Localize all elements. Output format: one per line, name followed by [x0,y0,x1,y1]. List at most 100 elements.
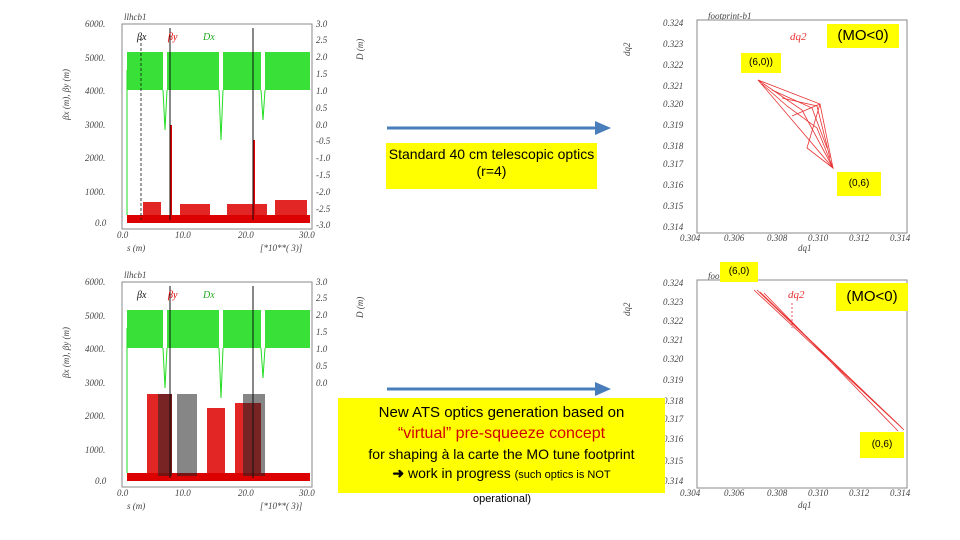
bottom-optics-beta-x [158,286,265,478]
bottom-optics-title: llhcb1 [124,270,147,280]
top-optics-ylabel-left: βx (m), βy (m) [61,69,71,121]
top-optics-dtick: -1.5 [316,170,331,180]
bottom-footprint-ytick: 0.314 [663,476,684,486]
top-optics-ytick: 3000. [84,120,105,130]
top-optics-ytick: 6000. [85,19,105,29]
top-optics-dispersion-band [126,52,310,215]
bottom-optics-svg: βx (m), βy (m) D (m) llhcb1 6000. 5000. … [61,270,365,511]
bottom-optics-ytick: 5000. [85,311,105,321]
bottom-footprint-xtick: 0.308 [767,488,788,498]
top-optics-ylabel-right: D (m) [355,39,365,61]
bottom-optics-ytick: 2000. [85,411,105,421]
top-optics-dtick: -1.0 [316,153,331,163]
bottom-optics-xtick: 30.0 [298,488,315,498]
top-footprint-ytick: 0.317 [663,159,684,169]
top-footprint-inner-label: dq2 [790,31,807,43]
top-optics-xunit: [*10**( 3)] [260,243,303,253]
top-footprint-plot: dq2 footprint-b1 0.324 0.323 0.322 0.321… [612,8,922,258]
top-footprint-xtick: 0.314 [890,233,911,243]
bottom-optics-ytick: 0.0 [95,476,107,486]
top-optics-plot: βx (m), βy (m) D (m) llhcb1 6000. 5000. … [55,10,375,260]
bottom-optics-legend-dx: Dx [202,290,215,301]
top-optics-xtick: 10.0 [175,230,191,240]
bottom-footprint-ytick: 0.322 [663,316,684,326]
top-footprint-ytick: 0.319 [663,120,684,130]
top-optics-ytick: 0.0 [95,218,107,228]
bottom-optics-xunit: [*10**( 3)] [260,501,303,511]
bottom-footprint-xtick: 0.306 [724,488,745,498]
top-optics-legend-betax: βx [136,32,147,43]
top-optics-legend-dx: Dx [202,32,215,43]
top-footprint-xtick: 0.306 [724,233,745,243]
top-footprint-ylabel: dq2 [622,42,632,56]
mo-callout-top: (MO<0) [827,24,899,48]
top-footprint-xtick: 0.304 [680,233,701,243]
ats-line-5: operational) [472,493,532,505]
top-footprint-ytick: 0.316 [663,180,684,190]
top-optics-beta-y [127,125,310,223]
top-footprint-ytick: 0.324 [663,18,684,28]
bottom-footprint-ytick: 0.323 [663,297,684,307]
top-footprint-ytick: 0.314 [663,222,684,232]
label-0-6-bottom: (0,6) [860,432,904,458]
bottom-optics-ylabel-right: D (m) [355,297,365,319]
bottom-optics-dtick: 2.0 [316,310,328,320]
label-6-0-top: (6,0)) [741,53,781,73]
top-optics-ytick: 1000. [85,187,105,197]
bottom-optics-ylabel-left: βx (m), βy (m) [61,327,71,379]
bottom-optics-dispersion-band [126,310,310,473]
arrow-right-icon: ➜ [392,464,405,481]
top-optics-dtick: 0.5 [316,103,328,113]
top-optics-legend-betay: βy [167,32,178,43]
bottom-optics-ytick: 4000. [85,344,105,354]
mo-callout-bottom: (MO<0) [836,283,908,311]
top-optics-xlabel: s (m) [127,243,145,253]
top-optics-dtick: -3.0 [316,220,331,230]
bottom-footprint-inner-label: dq2 [788,289,805,301]
top-footprint-xtick: 0.310 [808,233,829,243]
bottom-footprint-ylabel: dq2 [622,302,632,316]
top-footprint-xtick: 0.312 [849,233,870,243]
top-optics-ytick: 4000. [85,86,105,96]
bottom-arrow [387,382,611,396]
top-footprint-ytick: 0.315 [663,201,684,211]
label-6-0-bottom: (6,0) [720,262,758,282]
top-optics-svg: βx (m), βy (m) D (m) llhcb1 6000. 5000. … [61,12,365,253]
ats-line-1: New ATS optics generation based on [378,404,625,421]
top-arrow [387,121,611,135]
bottom-optics-dtick: 1.5 [316,327,328,337]
top-optics-dtick: 2.5 [316,35,328,45]
top-optics-dtick: -0.5 [316,136,331,146]
ats-line-4-small: (such optics is NOT [514,468,611,481]
bottom-footprint-ytick: 0.317 [663,414,684,424]
ats-line-4: ➜ work in progress (such optics is NOT [338,465,665,482]
bottom-optics-xtick: 20.0 [238,488,254,498]
bottom-optics-xlabel: s (m) [127,501,145,511]
top-optics-beta-x [140,28,254,220]
bottom-footprint-xlabel: dq1 [798,500,812,510]
bottom-footprint-mesh [753,289,905,432]
bottom-optics-dtick: 0.5 [316,361,328,371]
bottom-optics-legend-betax: βx [136,290,147,301]
top-optics-dtick: 1.0 [316,86,328,96]
bottom-optics-legend-betay: βy [167,290,178,301]
label-0-6-top: (0,6) [837,172,881,196]
standard-optics-callout: Standard 40 cm telescopic optics (r=4) [386,143,597,189]
top-footprint-title: footprint-b1 [708,11,752,21]
bottom-footprint-ytick: 0.321 [663,335,683,345]
top-footprint-xtick: 0.308 [767,233,788,243]
top-footprint-ytick: 0.318 [663,141,684,151]
top-footprint-frame [696,19,908,234]
ats-line-2: “virtual” pre-squeeze concept [397,425,606,442]
top-optics-xtick: 0.0 [117,230,129,240]
top-footprint-svg: dq2 footprint-b1 0.324 0.323 0.322 0.321… [622,11,911,253]
bottom-optics-dtick: 0.0 [316,378,328,388]
bottom-optics-xtick: 10.0 [175,488,191,498]
bottom-footprint-xtick: 0.312 [849,488,870,498]
top-footprint-mesh [757,79,834,170]
bottom-footprint-xtick: 0.304 [680,488,701,498]
bottom-footprint-ytick: 0.320 [663,354,684,364]
bottom-optics-ytick: 6000. [85,277,105,287]
bottom-optics-dtick: 2.5 [316,293,328,303]
top-optics-dtick: 3.0 [315,19,328,29]
